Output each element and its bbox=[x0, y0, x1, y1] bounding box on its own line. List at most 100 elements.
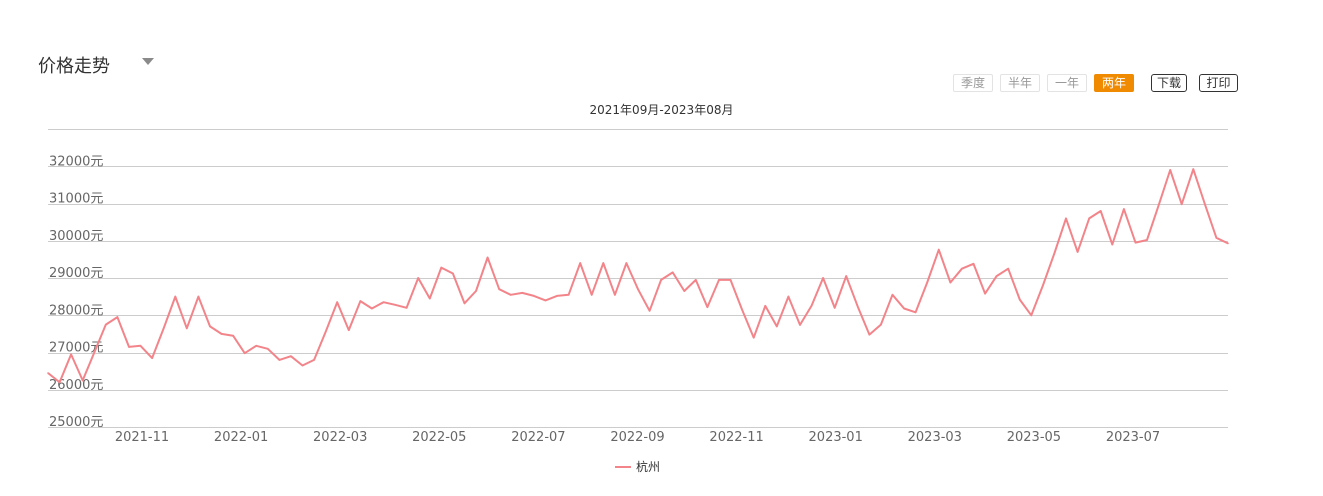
y-tick-label: 30000元 bbox=[49, 229, 103, 244]
legend-label[interactable]: 杭州 bbox=[636, 460, 661, 474]
data-point bbox=[405, 307, 408, 309]
data-point bbox=[440, 266, 443, 269]
data-point bbox=[1030, 314, 1033, 317]
data-point bbox=[776, 325, 778, 328]
data-point bbox=[128, 346, 130, 348]
data-point bbox=[799, 324, 801, 326]
data-point bbox=[301, 364, 304, 367]
data-point bbox=[903, 307, 905, 310]
y-tick-label: 26000元 bbox=[49, 378, 103, 393]
data-point bbox=[695, 279, 697, 281]
data-point bbox=[197, 295, 200, 298]
data-point bbox=[544, 299, 547, 302]
y-tick-label: 32000元 bbox=[49, 154, 103, 169]
data-point bbox=[938, 248, 940, 251]
x-tick-label: 2023-05 bbox=[1007, 430, 1061, 445]
data-point bbox=[683, 290, 686, 292]
data-point bbox=[579, 262, 581, 264]
print-button[interactable]: 打印 bbox=[1199, 74, 1238, 92]
data-point bbox=[463, 302, 466, 305]
data-point bbox=[255, 345, 257, 347]
y-tick-label: 31000元 bbox=[49, 192, 103, 207]
data-point bbox=[209, 325, 211, 328]
data-point bbox=[486, 256, 489, 259]
data-point bbox=[116, 316, 119, 318]
data-point bbox=[475, 290, 477, 292]
data-point bbox=[729, 279, 732, 281]
data-point bbox=[637, 288, 639, 291]
range-one-year-button[interactable]: 一年 bbox=[1047, 74, 1087, 92]
data-point bbox=[382, 301, 385, 304]
legend-swatch[interactable] bbox=[615, 466, 631, 468]
data-point bbox=[590, 294, 593, 296]
data-point bbox=[220, 333, 223, 335]
data-point bbox=[810, 305, 813, 307]
data-point bbox=[1192, 168, 1195, 170]
y-tick-label: 28000元 bbox=[49, 303, 103, 318]
data-point bbox=[267, 348, 269, 350]
x-tick-label: 2021-11 bbox=[115, 430, 169, 445]
data-point bbox=[105, 323, 107, 326]
data-point bbox=[139, 345, 142, 347]
data-point bbox=[1180, 203, 1183, 205]
y-tick-label: 29000元 bbox=[49, 266, 103, 281]
data-point bbox=[509, 294, 512, 296]
data-point bbox=[868, 333, 871, 336]
data-point bbox=[752, 336, 755, 339]
data-point bbox=[93, 351, 96, 354]
data-point bbox=[984, 292, 986, 295]
x-tick-label: 2023-07 bbox=[1106, 430, 1160, 445]
x-tick-label: 2022-05 bbox=[412, 430, 466, 445]
data-point bbox=[671, 271, 674, 274]
data-point bbox=[718, 279, 720, 281]
data-point bbox=[1157, 204, 1160, 207]
data-point bbox=[857, 305, 859, 308]
data-point bbox=[324, 331, 327, 333]
data-point bbox=[452, 272, 454, 275]
data-point bbox=[822, 277, 824, 279]
data-point bbox=[521, 292, 524, 294]
range-half-year-button[interactable]: 半年 bbox=[1000, 74, 1040, 92]
data-point bbox=[394, 304, 396, 306]
chevron-down-icon[interactable] bbox=[142, 58, 154, 65]
x-tick-label: 2022-01 bbox=[214, 430, 268, 445]
data-point bbox=[787, 295, 790, 298]
data-point bbox=[359, 300, 362, 302]
x-tick-label: 2022-11 bbox=[709, 430, 763, 445]
data-point bbox=[614, 294, 616, 296]
data-point bbox=[290, 355, 292, 358]
data-point bbox=[926, 281, 928, 284]
data-point bbox=[429, 297, 431, 300]
data-point bbox=[498, 288, 501, 291]
series-line-杭州 bbox=[47, 168, 1229, 384]
data-point bbox=[706, 306, 709, 308]
data-point bbox=[914, 311, 917, 314]
data-point bbox=[278, 359, 281, 361]
range-two-years-button[interactable]: 两年 bbox=[1094, 74, 1134, 92]
data-point bbox=[1019, 298, 1021, 301]
data-point bbox=[648, 310, 651, 312]
data-point bbox=[313, 359, 315, 361]
data-point bbox=[1134, 241, 1137, 244]
data-point bbox=[1204, 203, 1206, 205]
x-tick-label: 2022-03 bbox=[313, 430, 367, 445]
data-point bbox=[660, 279, 662, 281]
data-point bbox=[533, 295, 535, 297]
data-point bbox=[371, 307, 373, 310]
data-point bbox=[949, 281, 952, 284]
data-point bbox=[81, 379, 84, 382]
data-point bbox=[47, 372, 49, 374]
y-tick-label: 25000元 bbox=[49, 415, 103, 430]
data-point bbox=[1007, 267, 1009, 270]
chart-title: 2021年09月-2023年08月 bbox=[589, 103, 734, 117]
data-point bbox=[417, 277, 420, 279]
data-point bbox=[972, 263, 975, 265]
data-point bbox=[174, 295, 177, 298]
data-point bbox=[1065, 217, 1067, 220]
download-button[interactable]: 下载 bbox=[1151, 74, 1187, 92]
data-point bbox=[1042, 284, 1044, 287]
data-point bbox=[891, 294, 894, 296]
range-quarter-button[interactable]: 季度 bbox=[953, 74, 993, 92]
data-point bbox=[1053, 252, 1056, 254]
